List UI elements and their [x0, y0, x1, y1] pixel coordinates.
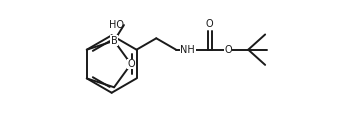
Text: O: O	[127, 59, 135, 69]
Text: NH: NH	[181, 45, 195, 55]
Text: O: O	[206, 19, 213, 29]
Text: B: B	[111, 36, 118, 46]
Text: O: O	[224, 45, 232, 55]
Text: HO: HO	[109, 20, 124, 30]
